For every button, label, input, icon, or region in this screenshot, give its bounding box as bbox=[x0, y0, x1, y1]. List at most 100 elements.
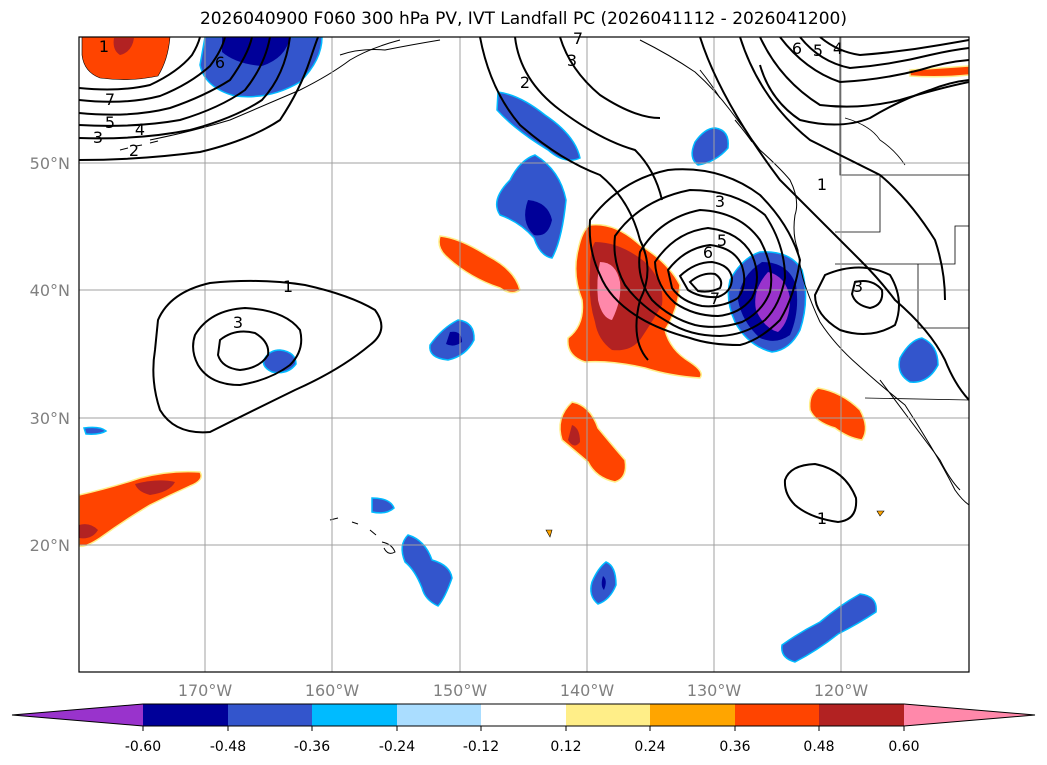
lon-label: 140°W bbox=[560, 681, 615, 700]
lat-label: 30°N bbox=[30, 409, 70, 428]
contour-4 bbox=[779, 37, 969, 84]
contour-label: 3 bbox=[567, 51, 577, 70]
contour-2 bbox=[739, 37, 946, 301]
contour-4 bbox=[653, 226, 758, 318]
negative-anomaly-area bbox=[82, 426, 108, 435]
contour-label: 1 bbox=[817, 509, 827, 528]
lat-label: 20°N bbox=[30, 536, 70, 555]
map-title: 2026040900 F060 300 hPa PV, IVT Landfall… bbox=[199, 9, 847, 29]
coastlines bbox=[119, 37, 969, 554]
colorbar-segment bbox=[143, 704, 228, 726]
colorbar-tick-label: -0.12 bbox=[463, 739, 499, 755]
colorbar-tick-label: 0.36 bbox=[719, 739, 750, 755]
colorbar-tick-label: -0.60 bbox=[125, 739, 161, 755]
contour-3 bbox=[638, 208, 773, 328]
lon-label: 160°W bbox=[305, 681, 360, 700]
lon-label: 130°W bbox=[687, 681, 742, 700]
contour-label: 5 bbox=[813, 41, 823, 60]
contour-label: 3 bbox=[233, 313, 243, 332]
contour-5 bbox=[799, 37, 969, 70]
contour-label: 2 bbox=[129, 141, 139, 160]
contour-3 bbox=[850, 280, 884, 310]
colorbar-segment bbox=[12, 704, 143, 726]
positive-anomaly-area bbox=[808, 387, 867, 441]
contour-label: 1 bbox=[817, 175, 827, 194]
contour-label: 4 bbox=[135, 120, 145, 139]
contour-label: 1 bbox=[99, 37, 109, 56]
negative-anomaly-area bbox=[781, 593, 877, 663]
positive-anomaly-area bbox=[559, 401, 627, 483]
gridlines bbox=[79, 37, 969, 672]
map-background bbox=[79, 37, 969, 672]
contour-6 bbox=[678, 260, 734, 299]
longitude-labels: 170°W 160°W 150°W 140°W 130°W 120°W bbox=[178, 681, 869, 700]
map-frame bbox=[78, 36, 970, 673]
colorbar-tick-label: -0.36 bbox=[294, 739, 330, 755]
lon-label: 170°W bbox=[178, 681, 233, 700]
latitude-labels: 50°N 40°N 30°N 20°N bbox=[30, 154, 70, 555]
colorbar-segment bbox=[819, 704, 904, 726]
ivt-contours bbox=[79, 37, 969, 524]
lat-label: 50°N bbox=[30, 154, 70, 173]
contour-label: 1 bbox=[283, 277, 293, 296]
contour-5 bbox=[666, 243, 746, 308]
contour-2 bbox=[514, 37, 663, 201]
colorbar-tick-label: 0.60 bbox=[888, 739, 919, 755]
colorbar-segment bbox=[735, 704, 819, 726]
contour-3 bbox=[759, 37, 969, 108]
contour-label: 3 bbox=[715, 192, 725, 211]
colorbar-tick-label: -0.48 bbox=[210, 739, 246, 755]
contour-2 bbox=[192, 306, 303, 387]
contour-label: 3 bbox=[853, 277, 863, 296]
colorbar-tick-label: 0.24 bbox=[634, 739, 665, 755]
contour-1 bbox=[783, 462, 858, 524]
colorbar-segment bbox=[397, 704, 481, 726]
contour-label: 5 bbox=[105, 113, 115, 132]
colorbar-segment bbox=[228, 704, 312, 726]
contour-2 bbox=[79, 37, 319, 161]
colorbar-tick-label: -0.24 bbox=[379, 739, 415, 755]
colorbar-tick-label: 0.48 bbox=[803, 739, 834, 755]
positive-anomaly-area bbox=[81, 37, 171, 80]
contour-label: 3 bbox=[93, 128, 103, 147]
negative-anomaly-area bbox=[691, 127, 729, 166]
colorbar-tick-label: 0.12 bbox=[550, 739, 581, 755]
contour-1 bbox=[152, 279, 383, 434]
lat-label: 40°N bbox=[30, 281, 70, 300]
lon-label: 120°W bbox=[814, 681, 869, 700]
contour-7 bbox=[759, 64, 969, 126]
negative-anomaly-area bbox=[496, 91, 581, 161]
contour-label: 4 bbox=[833, 39, 843, 58]
contour-1 bbox=[588, 168, 802, 347]
negative-anomaly-area bbox=[371, 497, 395, 514]
contour-3 bbox=[79, 37, 291, 140]
negative-anomaly-area bbox=[898, 337, 939, 383]
contour-label: 7 bbox=[573, 29, 583, 48]
contour-2 bbox=[813, 266, 900, 335]
contour-1 bbox=[699, 37, 969, 401]
contour-1 bbox=[479, 37, 649, 361]
contour-7 bbox=[688, 272, 723, 293]
contour-label: 5 bbox=[717, 231, 727, 250]
positive-anomaly-area bbox=[438, 235, 521, 294]
contour-labels: 1 3 1 3 5 6 7 1 2 3 6 5 4 7 5 4 3 2 6 7 … bbox=[93, 29, 863, 528]
contour-6 bbox=[79, 37, 226, 103]
contour-3 bbox=[559, 37, 661, 119]
negative-anomaly-area bbox=[401, 534, 453, 607]
colorbar: -0.60 -0.48 -0.36 -0.24 -0.12 0.12 0.24 … bbox=[11, 703, 1036, 755]
contour-label: 6 bbox=[215, 53, 225, 72]
lon-label: 150°W bbox=[433, 681, 488, 700]
contour-label: 2 bbox=[520, 73, 530, 92]
contour-4 bbox=[79, 37, 271, 127]
contour-label: 6 bbox=[703, 243, 713, 262]
contour-7 bbox=[79, 37, 201, 91]
positive-anomaly-area bbox=[79, 470, 202, 548]
colorbar-segment bbox=[566, 704, 650, 726]
contour-6 bbox=[819, 37, 969, 57]
colorbar-segment bbox=[650, 704, 735, 726]
colorbar-segment bbox=[312, 704, 397, 726]
pv-shading bbox=[79, 37, 969, 663]
contour-label: 6 bbox=[792, 39, 802, 58]
colorbar-segment bbox=[904, 704, 1035, 726]
